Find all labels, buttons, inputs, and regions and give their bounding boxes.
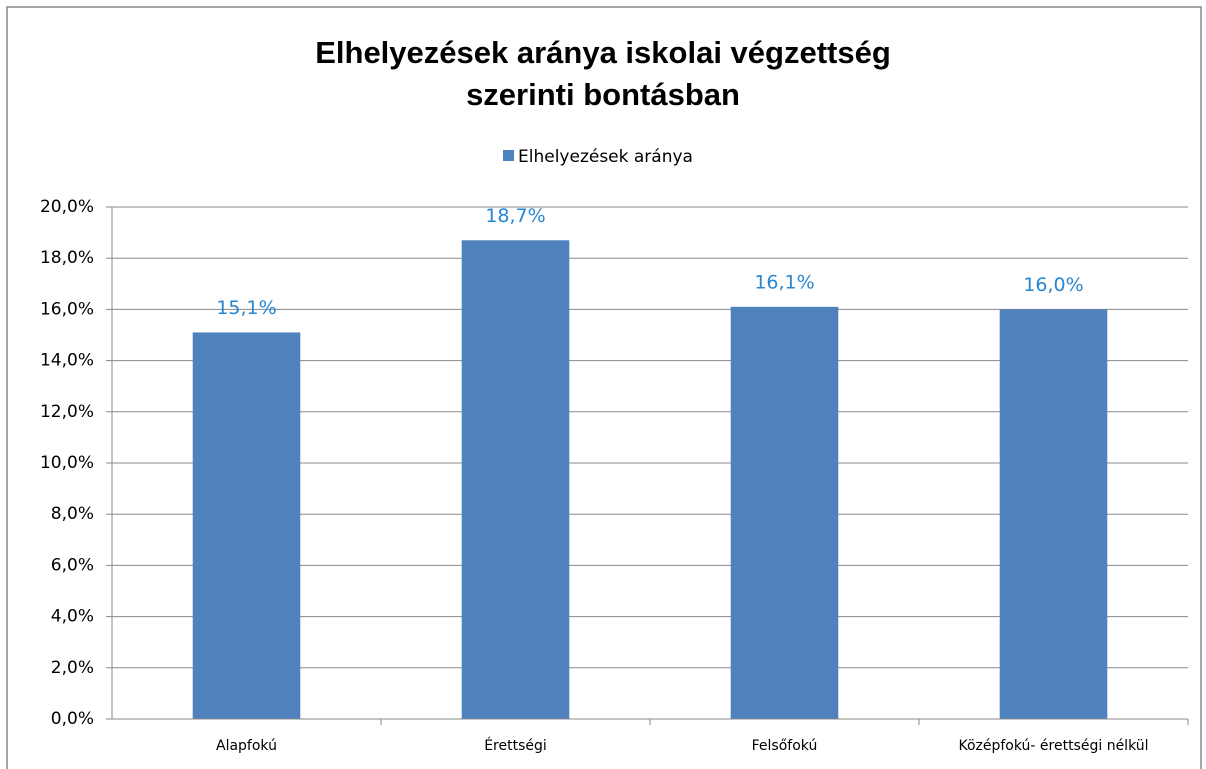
y-tick-label: 10,0% xyxy=(40,453,94,473)
data-label: 18,7% xyxy=(485,205,545,227)
chart-title: Elhelyezések aránya iskolai végzettség xyxy=(315,35,891,70)
y-tick-label: 2,0% xyxy=(51,658,94,678)
y-tick-label: 8,0% xyxy=(51,504,94,524)
data-label: 16,0% xyxy=(1023,274,1083,296)
y-tick-label: 16,0% xyxy=(40,299,94,319)
x-tick-label: Középfokú- érettségi nélkül xyxy=(958,738,1148,754)
bar xyxy=(730,306,839,719)
bar xyxy=(999,309,1108,719)
x-tick-label: Alapfokú xyxy=(216,738,277,754)
x-tick-label: Érettségi xyxy=(484,737,547,754)
bar xyxy=(461,240,570,719)
legend-label: Elhelyezések aránya xyxy=(518,147,693,167)
chart-title: szerinti bontásban xyxy=(466,77,740,112)
data-label: 15,1% xyxy=(216,297,276,319)
y-tick-label: 4,0% xyxy=(51,607,94,627)
y-tick-label: 0,0% xyxy=(51,709,94,729)
data-label: 16,1% xyxy=(754,271,814,293)
x-tick-label: Felsőfokú xyxy=(752,738,818,754)
y-tick-label: 20,0% xyxy=(40,197,94,217)
legend-swatch xyxy=(503,150,514,161)
bar xyxy=(192,332,301,719)
y-tick-label: 12,0% xyxy=(40,402,94,422)
y-tick-label: 18,0% xyxy=(40,248,94,268)
y-tick-label: 6,0% xyxy=(51,555,94,575)
y-tick-label: 14,0% xyxy=(40,351,94,371)
